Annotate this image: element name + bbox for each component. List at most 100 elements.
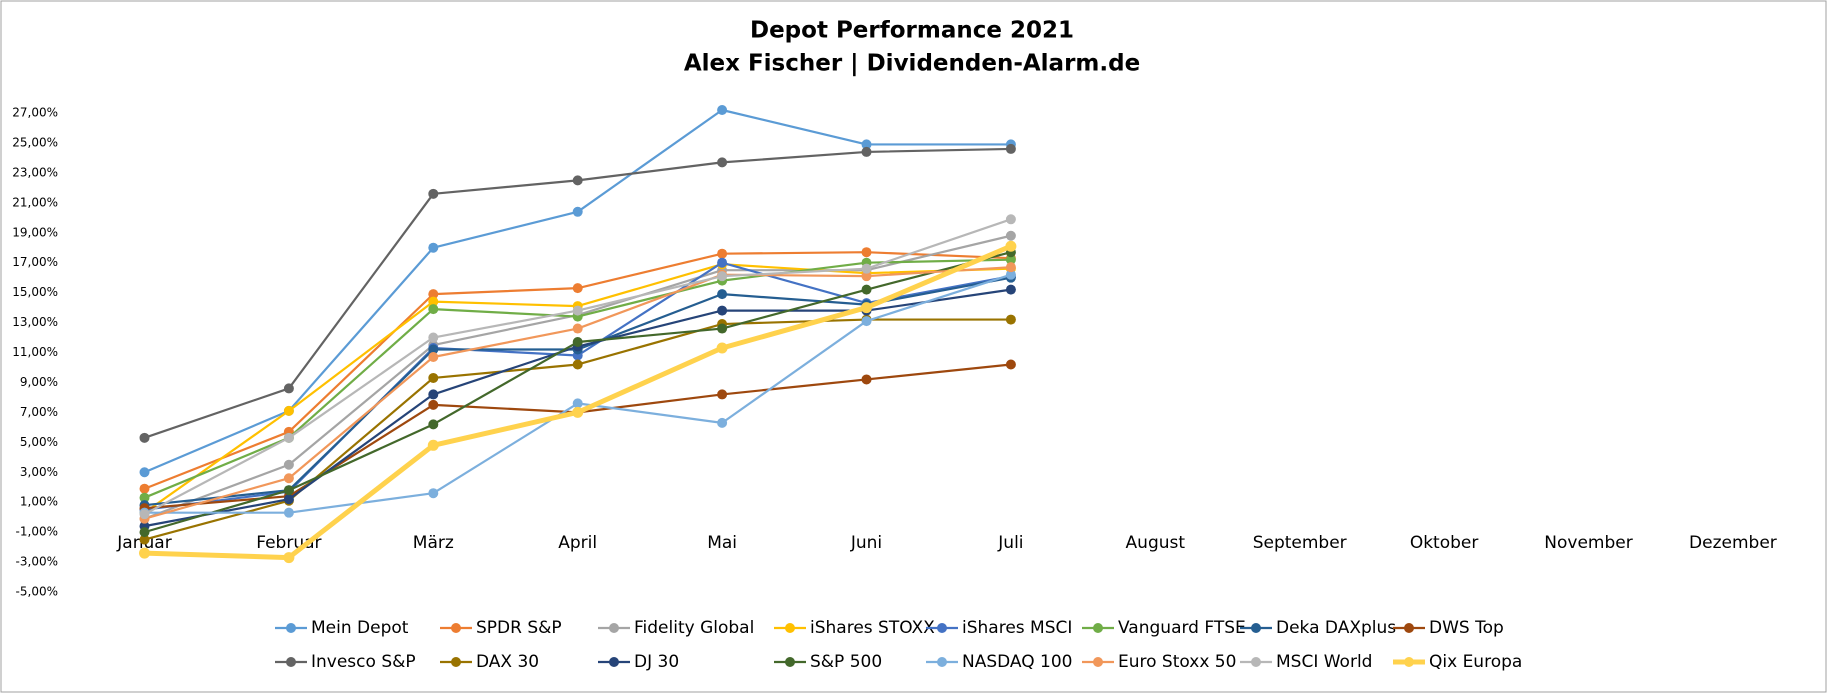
- legend-label: iShares STOXX: [810, 618, 935, 638]
- data-point: [1005, 254, 1016, 265]
- y-tick-label: 13,00%: [12, 315, 58, 329]
- legend-label: Qix Europa: [1429, 652, 1522, 672]
- data-point: [428, 372, 439, 383]
- legend-label: Euro Stoxx 50: [1118, 652, 1236, 672]
- y-tick-label: -5,00%: [16, 585, 58, 599]
- data-point: [861, 271, 872, 282]
- y-tick-label: 9,00%: [20, 375, 58, 389]
- data-point: [717, 248, 728, 259]
- data-point: [861, 139, 872, 150]
- data-point: [717, 257, 728, 268]
- data-point: [283, 459, 294, 470]
- legend-label: DAX 30: [476, 652, 539, 672]
- chart-subtitle: Alex Fischer | Dividenden-Alarm.de: [684, 51, 1140, 77]
- legend-swatch-marker: [1251, 657, 1261, 667]
- legend-swatch-marker: [1251, 623, 1261, 633]
- data-point: [428, 304, 439, 315]
- data-point: [139, 527, 150, 538]
- data-point: [572, 206, 583, 217]
- legend-swatch-marker: [286, 657, 296, 667]
- legend-label: S&P 500: [810, 652, 882, 672]
- legend-label: Fidelity Global: [634, 618, 754, 638]
- legend-swatch-marker: [785, 657, 795, 667]
- data-point: [139, 467, 150, 478]
- data-point: [861, 374, 872, 385]
- data-point: [283, 552, 295, 564]
- data-point: [717, 389, 728, 400]
- legend-label: Vanguard FTSE: [1118, 618, 1246, 638]
- legend-swatch-marker: [785, 623, 795, 633]
- data-point: [139, 492, 150, 503]
- y-tick-label: 21,00%: [12, 195, 58, 209]
- data-point: [139, 432, 150, 443]
- legend-swatch-marker: [1404, 623, 1414, 633]
- data-point: [1005, 143, 1016, 154]
- legend-swatch-marker: [1404, 657, 1414, 667]
- data-point: [139, 483, 150, 494]
- data-point: [428, 296, 439, 307]
- data-point: [428, 419, 439, 430]
- y-tick-label: 3,00%: [20, 465, 58, 479]
- x-tick-label: September: [1253, 533, 1347, 553]
- x-tick-label: Juli: [997, 533, 1023, 553]
- data-point: [427, 439, 439, 451]
- data-point: [861, 263, 872, 274]
- data-point: [861, 316, 872, 327]
- data-point: [572, 359, 583, 370]
- y-tick-label: 5,00%: [20, 435, 58, 449]
- data-point: [861, 302, 872, 314]
- x-tick-label: Dezember: [1689, 533, 1777, 553]
- y-tick-label: 19,00%: [12, 225, 58, 239]
- x-tick-label: Juni: [850, 533, 882, 553]
- y-tick-label: -1,00%: [16, 525, 58, 539]
- legend-swatch-marker: [937, 657, 947, 667]
- data-point: [283, 405, 294, 416]
- data-point: [861, 284, 872, 295]
- legend-label: iShares MSCI: [962, 618, 1072, 638]
- data-point: [572, 175, 583, 186]
- legend-swatch-marker: [609, 657, 619, 667]
- legend-label: DWS Top: [1429, 618, 1504, 638]
- data-point: [861, 247, 872, 258]
- legend-swatch-marker: [451, 657, 461, 667]
- data-point: [1005, 269, 1016, 280]
- legend-swatch-marker: [1093, 657, 1103, 667]
- data-point: [717, 417, 728, 428]
- data-point: [139, 534, 150, 545]
- x-tick-label: Mai: [707, 533, 737, 553]
- data-point: [717, 157, 728, 168]
- data-point: [717, 305, 728, 316]
- data-point: [139, 509, 150, 520]
- y-tick-label: 11,00%: [12, 345, 58, 359]
- data-point: [428, 289, 439, 300]
- data-point: [717, 105, 728, 116]
- data-point: [283, 432, 294, 443]
- legend-swatch-marker: [1093, 623, 1103, 633]
- x-tick-label: April: [558, 533, 597, 553]
- legend-swatch-marker: [937, 623, 947, 633]
- data-point: [428, 488, 439, 499]
- y-tick-label: -3,00%: [16, 555, 58, 569]
- data-point: [861, 146, 872, 157]
- y-tick-label: 7,00%: [20, 405, 58, 419]
- data-point: [1005, 214, 1016, 225]
- data-point: [572, 283, 583, 294]
- data-point: [572, 398, 583, 409]
- data-point: [716, 342, 728, 354]
- data-point: [428, 344, 439, 355]
- x-tick-label: Oktober: [1410, 533, 1479, 553]
- data-point: [428, 351, 439, 362]
- data-point: [1005, 262, 1016, 273]
- legend-label: NASDAQ 100: [962, 652, 1073, 672]
- legend-label: SPDR S&P: [476, 618, 562, 638]
- data-point: [1005, 314, 1016, 325]
- data-point: [283, 485, 294, 496]
- data-point: [717, 271, 728, 282]
- legend-label: Deka DAXplus: [1276, 618, 1396, 638]
- y-tick-label: 17,00%: [12, 255, 58, 269]
- x-tick-label: November: [1544, 533, 1632, 553]
- legend-label: DJ 30: [634, 652, 679, 672]
- data-point: [572, 323, 583, 334]
